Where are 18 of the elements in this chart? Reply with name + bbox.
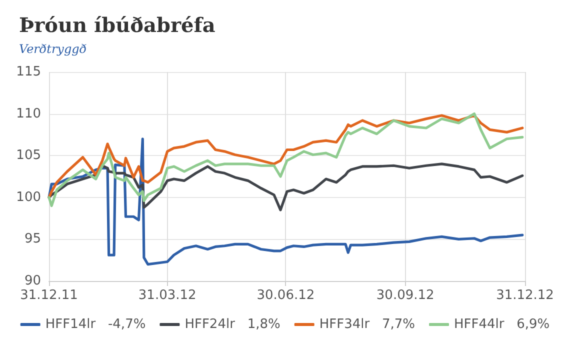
chart-subtitle: Verðtryggð — [19, 42, 87, 56]
legend-label: HFF34lr 7,7% — [319, 317, 415, 332]
x-tick-label: 31.12.11 — [20, 288, 78, 303]
y-tick-label: 90 — [24, 274, 41, 288]
chart-title: Þróun íbúðabréfa — [19, 13, 216, 37]
legend-label: HFF14lr -4,7% — [45, 317, 146, 332]
line-series — [48, 162, 524, 212]
x-tick-label: 31.03.12 — [138, 288, 196, 303]
y-tick-label: 105 — [16, 148, 41, 164]
legend-label: HFF44lr 6,9% — [454, 317, 550, 332]
x-tick-label: 30.09.12 — [376, 288, 434, 303]
x-tick-label: 30.06.12 — [256, 288, 315, 303]
y-tick-label: 115 — [16, 64, 41, 80]
y-tick-label: 95 — [24, 232, 41, 247]
x-tick-label: 31.12.12 — [496, 288, 554, 303]
legend-label: HFF24lr 1,8% — [184, 317, 280, 332]
y-tick-label: 100 — [16, 190, 41, 205]
y-tick-label: 110 — [16, 106, 41, 122]
